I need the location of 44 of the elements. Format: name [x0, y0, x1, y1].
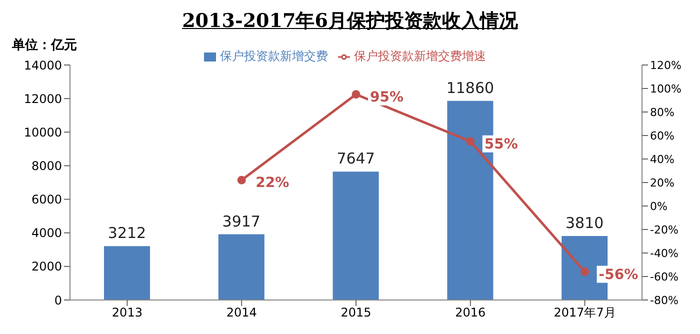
- y-axis-title: 单位：亿元: [12, 37, 77, 54]
- data-label: 95%: [370, 89, 404, 106]
- data-label: 3917: [222, 212, 260, 230]
- x-tick-label: 2014: [226, 306, 257, 320]
- y-tick-label: 2000: [31, 260, 62, 274]
- data-label: 55%: [484, 136, 518, 152]
- y2-tick-label: -60%: [650, 270, 678, 284]
- point: [466, 137, 475, 146]
- bar: [218, 234, 264, 300]
- x-tick-label: 2017年7月: [554, 306, 616, 320]
- y-tick-label: 14000: [24, 58, 62, 72]
- data-label: 11860: [446, 78, 494, 97]
- data-label: 7647: [336, 150, 375, 168]
- bar: [104, 246, 150, 300]
- bar: [332, 172, 379, 300]
- data-label: 3212: [108, 224, 146, 242]
- chart-title: 2013-2017年6月保护投资款收入情况: [181, 9, 519, 34]
- y2-tick-label: 100%: [650, 82, 682, 96]
- y-tick-label: 8000: [31, 158, 62, 173]
- data-label: -56%: [598, 266, 638, 283]
- y2-tick-label: 120%: [650, 58, 682, 72]
- y2-tick-label: -20%: [650, 223, 678, 236]
- y2-tick-label: -80%: [650, 294, 678, 307]
- x-tick-label: 2016: [455, 306, 486, 320]
- y2-tick-label: 40%: [650, 152, 674, 166]
- legend-label: 保户投资款新增交费: [220, 49, 328, 63]
- y-tick-label: 0: [54, 293, 62, 308]
- data-label: 22%: [256, 175, 290, 192]
- point: [580, 268, 590, 276]
- y-tick-label: 4000: [31, 226, 62, 240]
- y2-tick-label: 0%: [650, 200, 668, 213]
- y2-tick-label: 20%: [650, 176, 674, 190]
- y2-tick-label: -40%: [650, 246, 678, 260]
- y-tick-label: 6000: [31, 192, 62, 207]
- y2-tick-label: 60%: [650, 129, 674, 142]
- y2-tick-label: 80%: [650, 106, 674, 119]
- legend-label: 保户投资款新增交费增速: [354, 49, 486, 63]
- point: [237, 176, 246, 184]
- y-tick-label: 10000: [24, 125, 62, 140]
- point: [352, 90, 360, 99]
- data-label: 3810: [566, 214, 604, 232]
- x-tick-label: 2013: [112, 306, 142, 320]
- y-tick-label: 12000: [24, 92, 62, 106]
- x-tick-label: 2015: [340, 306, 372, 320]
